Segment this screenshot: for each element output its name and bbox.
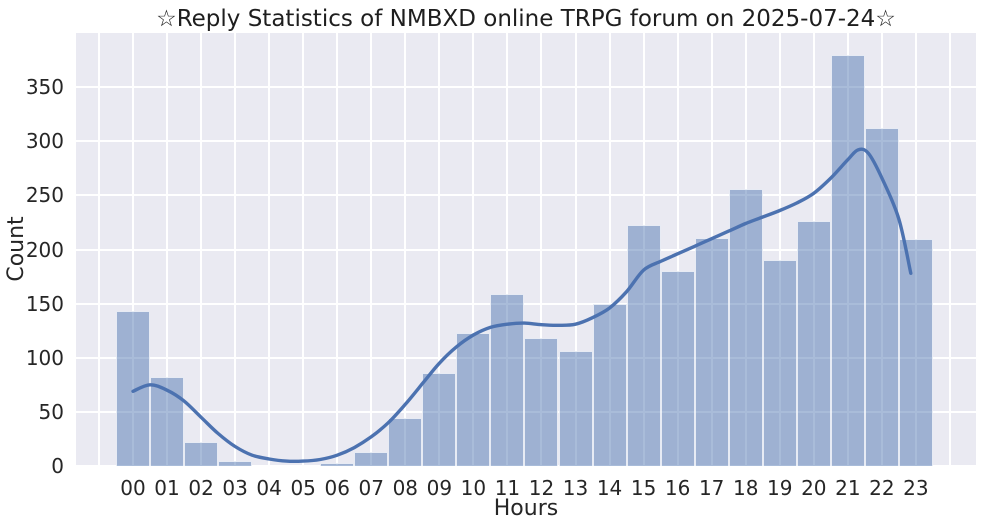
y-tick-label-100: 100 bbox=[25, 345, 64, 370]
gridline-vertical bbox=[846, 33, 849, 466]
gridline-vertical bbox=[132, 33, 134, 466]
bar-hour-13 bbox=[558, 351, 593, 466]
x-tick-label-05: 05 bbox=[290, 476, 316, 500]
gridline-vertical bbox=[506, 33, 509, 466]
kde-curve bbox=[131, 147, 913, 464]
gridline-vertical bbox=[404, 33, 407, 466]
x-tick-label-20: 20 bbox=[801, 476, 827, 500]
bar-hour-12 bbox=[524, 338, 559, 466]
bar-hour-02 bbox=[184, 442, 219, 466]
x-tick-label-18: 18 bbox=[732, 476, 759, 500]
gridline-vertical bbox=[914, 33, 917, 466]
gridline-vertical bbox=[778, 33, 781, 466]
gridline-horizontal bbox=[76, 302, 976, 305]
x-tick-label-01: 01 bbox=[154, 476, 180, 500]
gridline-vertical bbox=[336, 33, 339, 466]
gridline-horizontal bbox=[76, 356, 976, 359]
gridline-vertical bbox=[608, 33, 611, 466]
x-tick-label-00: 00 bbox=[120, 476, 146, 500]
x-tick-label-09: 09 bbox=[426, 476, 453, 500]
y-tick-label-0: 0 bbox=[51, 454, 64, 478]
gridline-vertical bbox=[268, 33, 271, 466]
gridline-vertical bbox=[744, 33, 747, 466]
x-tick-label-14: 14 bbox=[596, 476, 623, 500]
gridline-vertical bbox=[438, 33, 441, 466]
gridline-vertical bbox=[97, 33, 100, 466]
bar-hour-07 bbox=[354, 451, 389, 466]
x-tick-label-11: 11 bbox=[494, 476, 521, 500]
bar-hour-10 bbox=[456, 332, 491, 466]
gridline-vertical bbox=[234, 33, 237, 466]
bar-hour-16 bbox=[660, 271, 695, 466]
y-tick-label-200: 200 bbox=[25, 237, 64, 262]
gridline-vertical bbox=[948, 33, 951, 466]
gridline-horizontal bbox=[76, 410, 976, 413]
gridline-vertical bbox=[710, 33, 713, 466]
bar-hour-14 bbox=[592, 303, 627, 466]
bar-hour-17 bbox=[694, 237, 729, 466]
x-tick-label-21: 21 bbox=[835, 476, 861, 500]
bar-hour-22 bbox=[864, 128, 899, 466]
chart-title: ☆Reply Statistics of NMBXD online TRPG f… bbox=[156, 6, 896, 32]
bar-hour-23 bbox=[898, 238, 933, 466]
y-tick-label-50: 50 bbox=[38, 399, 64, 424]
x-tick-label-12: 12 bbox=[528, 476, 555, 500]
gridline-horizontal bbox=[76, 465, 976, 467]
y-tick-label-250: 250 bbox=[25, 183, 64, 208]
x-tick-label-17: 17 bbox=[698, 476, 725, 500]
bar-hour-21 bbox=[830, 54, 865, 466]
gridline-vertical bbox=[540, 33, 543, 466]
bar-hour-06 bbox=[320, 462, 355, 466]
gridline-vertical bbox=[676, 33, 679, 466]
gridline-vertical bbox=[574, 33, 577, 466]
plot-area bbox=[76, 33, 976, 467]
bar-hour-03 bbox=[218, 460, 253, 466]
kde-curve-path bbox=[131, 147, 913, 464]
x-tick-label-15: 15 bbox=[630, 476, 657, 500]
x-tick-label-06: 06 bbox=[324, 476, 350, 500]
x-tick-label-23: 23 bbox=[903, 476, 929, 500]
x-tick-label-19: 19 bbox=[767, 476, 793, 500]
gridline-vertical bbox=[472, 33, 475, 466]
bar-hour-20 bbox=[796, 221, 831, 466]
x-tick-label-08: 08 bbox=[392, 476, 419, 500]
gridline-horizontal bbox=[76, 86, 976, 89]
gridline-vertical bbox=[812, 33, 815, 466]
bar-hour-08 bbox=[388, 418, 423, 466]
gridline-horizontal bbox=[76, 140, 976, 143]
bar-hour-19 bbox=[762, 260, 797, 466]
y-tick-label-300: 300 bbox=[25, 129, 64, 154]
gridline-vertical bbox=[370, 33, 373, 466]
x-axis-label: Hours bbox=[493, 496, 559, 521]
bar-hour-09 bbox=[422, 372, 457, 466]
gridline-horizontal bbox=[76, 248, 976, 251]
gridline-vertical bbox=[166, 33, 169, 466]
x-tick-label-10: 10 bbox=[460, 476, 487, 500]
x-tick-label-13: 13 bbox=[562, 476, 589, 500]
gridline-vertical bbox=[302, 33, 305, 466]
gridline-vertical bbox=[880, 33, 883, 466]
gridline-vertical bbox=[642, 33, 645, 466]
x-tick-label-16: 16 bbox=[664, 476, 691, 500]
x-tick-label-04: 04 bbox=[256, 476, 282, 500]
gridline-horizontal bbox=[76, 194, 976, 197]
y-tick-label-350: 350 bbox=[25, 75, 64, 100]
x-tick-label-02: 02 bbox=[188, 476, 214, 500]
bar-hour-18 bbox=[728, 188, 763, 466]
y-tick-label-150: 150 bbox=[25, 291, 64, 316]
bar-hour-00 bbox=[115, 311, 150, 466]
gridline-vertical bbox=[200, 33, 203, 466]
x-tick-label-03: 03 bbox=[222, 476, 248, 500]
x-tick-label-07: 07 bbox=[358, 476, 384, 500]
x-tick-label-22: 22 bbox=[869, 476, 895, 500]
